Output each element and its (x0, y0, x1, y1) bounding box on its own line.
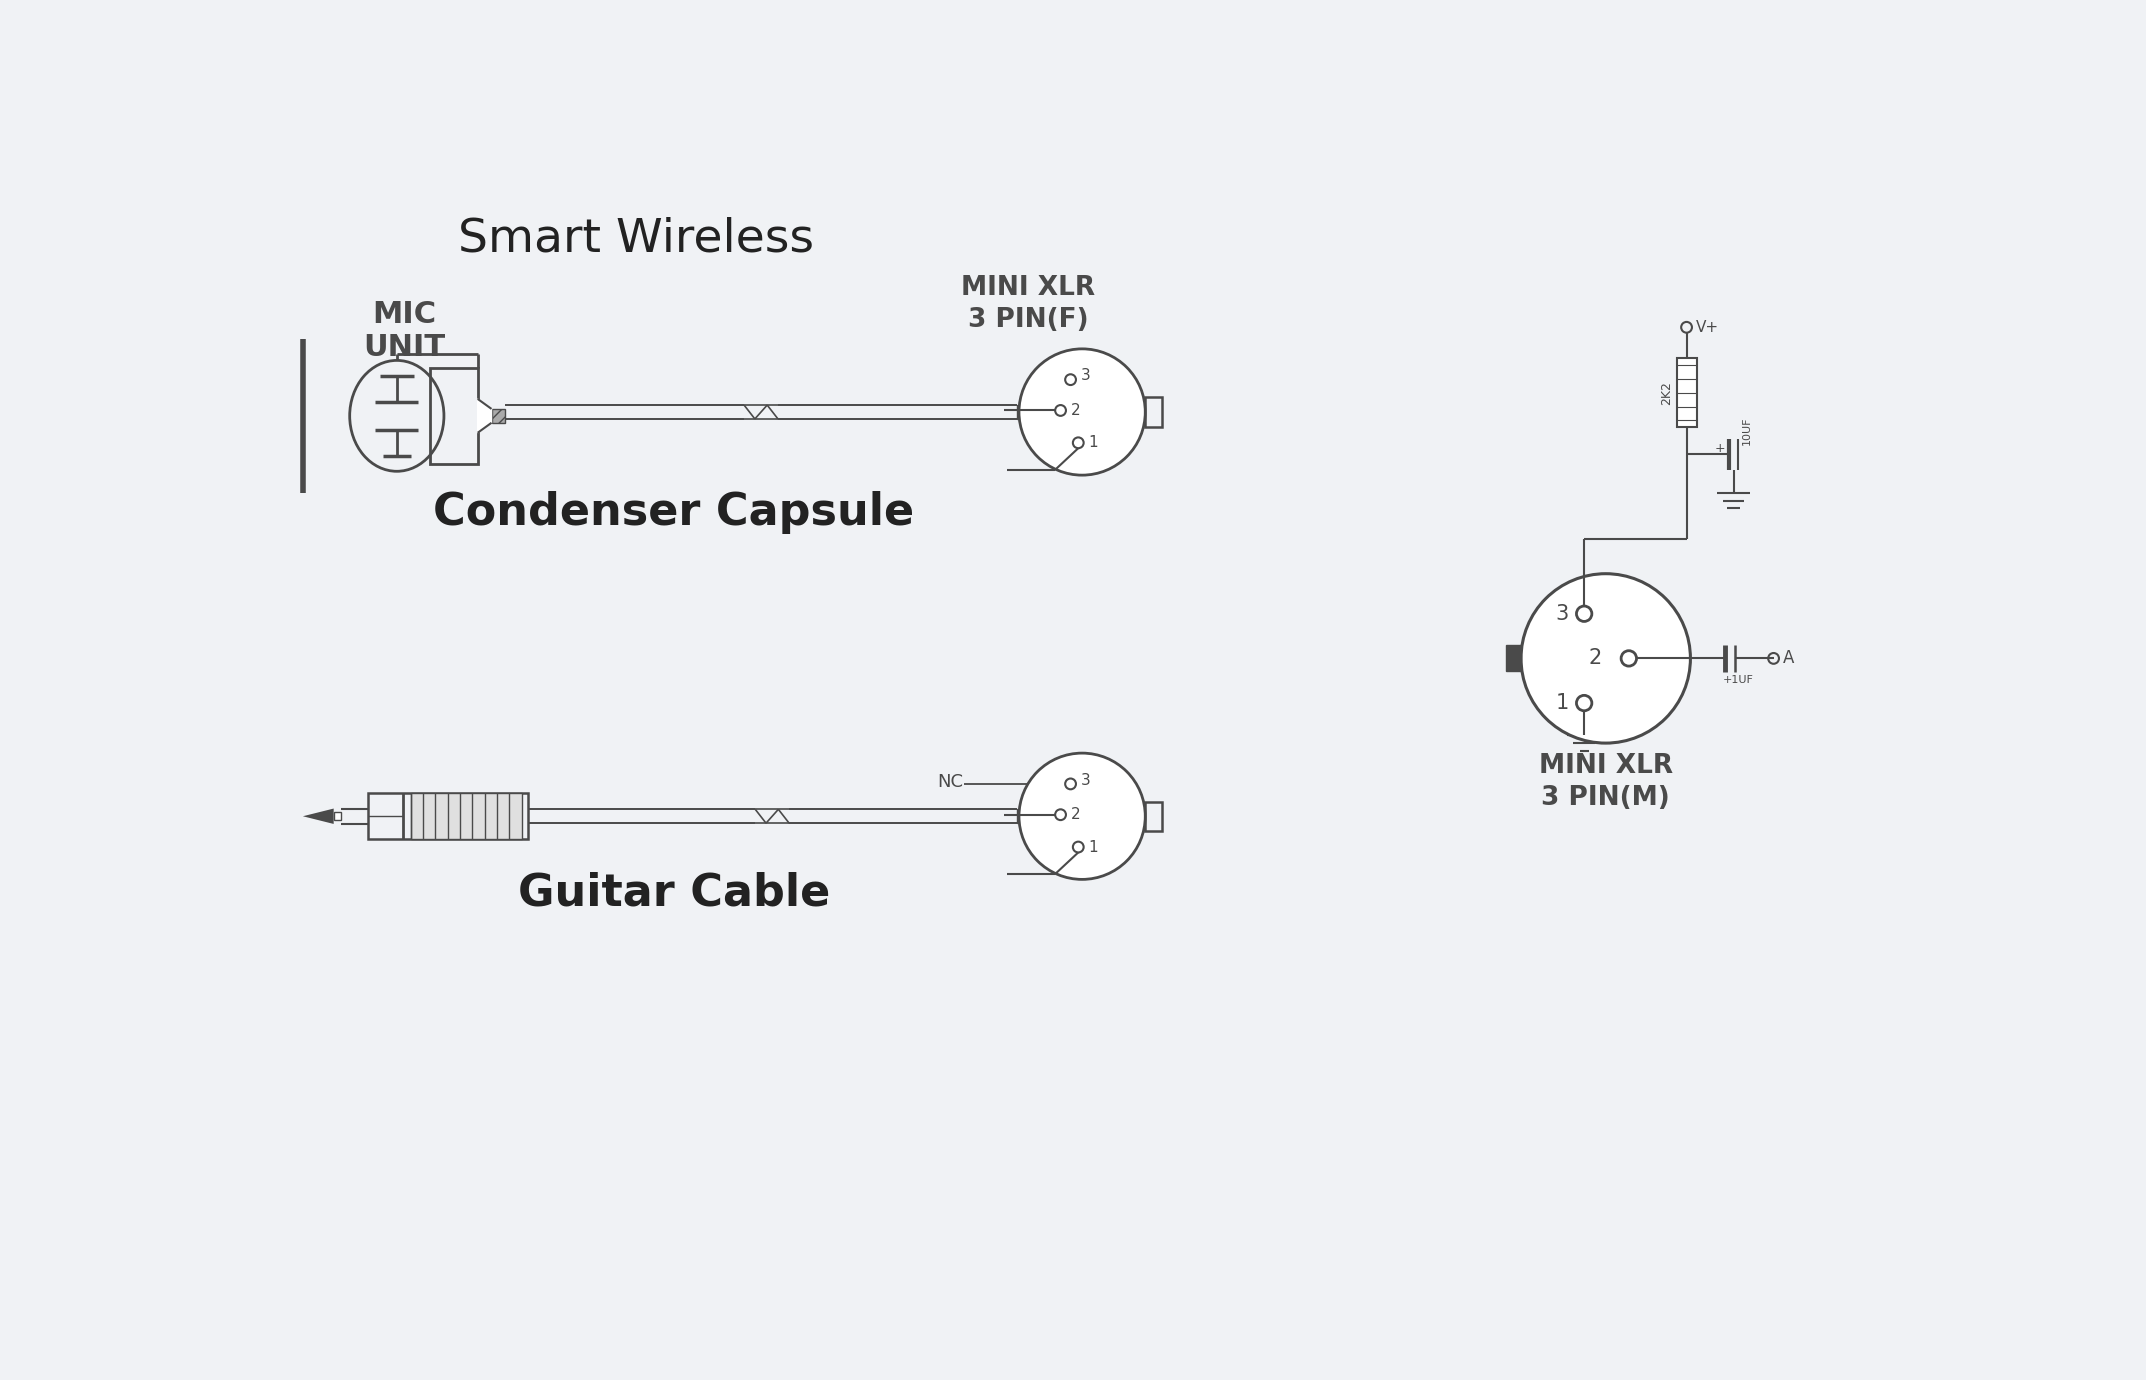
Circle shape (1620, 651, 1637, 667)
Bar (429, 368, 479, 464)
Bar (491, 408, 506, 422)
Text: Guitar Cable: Guitar Cable (517, 872, 831, 915)
Bar (333, 813, 341, 820)
Text: 2K2: 2K2 (1659, 381, 1672, 404)
Text: Smart Wireless: Smart Wireless (457, 217, 813, 261)
Bar (369, 793, 528, 839)
Text: 10UF: 10UF (1743, 417, 1751, 446)
Bar (1676, 357, 1697, 428)
Polygon shape (479, 399, 491, 433)
Circle shape (1522, 574, 1691, 742)
Circle shape (1019, 349, 1146, 475)
Bar (1146, 802, 1163, 831)
Text: MIC
UNIT: MIC UNIT (363, 299, 446, 363)
Text: 2: 2 (1071, 807, 1079, 822)
Text: V+: V+ (1695, 320, 1719, 335)
Polygon shape (303, 809, 333, 824)
Bar (1506, 646, 1522, 672)
Bar (1146, 397, 1163, 426)
Text: NC: NC (938, 773, 964, 791)
Text: 1: 1 (1088, 435, 1099, 450)
Text: 1: 1 (1088, 839, 1099, 854)
Text: 3: 3 (1082, 368, 1090, 384)
Text: 3: 3 (1082, 773, 1090, 788)
Text: A: A (1783, 650, 1794, 668)
Bar (410, 793, 521, 839)
Circle shape (1577, 696, 1592, 711)
Text: 2: 2 (1071, 403, 1079, 418)
Text: 1: 1 (1556, 693, 1569, 713)
Text: +: + (1715, 442, 1725, 454)
Bar (1017, 809, 1032, 824)
Text: MINI XLR
3 PIN(M): MINI XLR 3 PIN(M) (1539, 752, 1672, 810)
Text: Condenser Capsule: Condenser Capsule (433, 491, 914, 534)
Text: 2: 2 (1588, 649, 1601, 668)
Text: 3: 3 (1556, 603, 1569, 624)
Text: MINI XLR
3 PIN(F): MINI XLR 3 PIN(F) (961, 275, 1094, 333)
Text: +1UF: +1UF (1723, 675, 1753, 686)
Circle shape (1577, 606, 1592, 621)
Bar (1017, 406, 1032, 420)
Circle shape (1019, 753, 1146, 879)
